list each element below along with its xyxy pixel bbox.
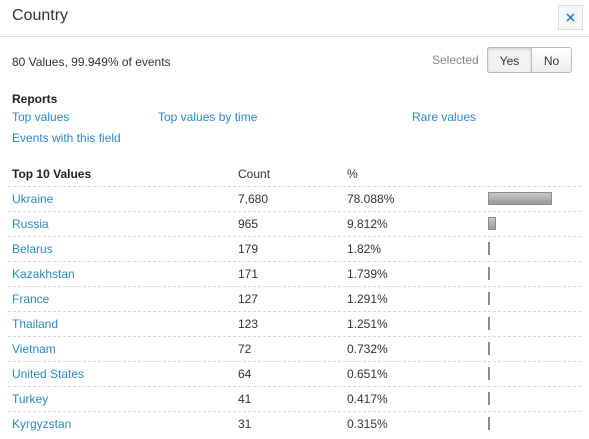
row-separator <box>8 236 581 237</box>
percent-bar <box>488 342 490 355</box>
column-header: % <box>347 167 358 181</box>
report-link[interactable]: Top values by time <box>158 110 258 124</box>
percent-bar <box>488 217 497 230</box>
count-cell: 965 <box>238 217 259 231</box>
count-cell: 72 <box>238 342 252 356</box>
count-cell: 31 <box>238 417 252 431</box>
row-separator <box>8 261 581 262</box>
row-separator <box>8 186 581 187</box>
field-value-link[interactable]: Russia <box>12 217 49 231</box>
count-cell: 179 <box>238 242 259 256</box>
percent-cell: 78.088% <box>347 192 395 206</box>
count-cell: 41 <box>238 392 252 406</box>
field-value-link[interactable]: Belarus <box>12 242 53 256</box>
divider <box>0 36 589 37</box>
field-value-link[interactable]: Thailand <box>12 317 59 331</box>
field-value-link[interactable]: Turkey <box>12 392 49 406</box>
percent-bar <box>488 267 490 280</box>
close-button[interactable] <box>558 5 583 30</box>
row-separator <box>8 411 581 412</box>
count-cell: 7,680 <box>238 192 269 206</box>
percent-bar <box>488 242 490 255</box>
count-cell: 64 <box>238 367 252 381</box>
report-link[interactable]: Top values <box>12 110 70 124</box>
field-value-link[interactable]: Ukraine <box>12 192 54 206</box>
row-separator <box>8 311 581 312</box>
report-link[interactable]: Rare values <box>412 110 477 124</box>
summary-text: 80 Values, 99.949% of events <box>12 55 171 69</box>
percent-cell: 9.812% <box>347 217 388 231</box>
count-cell: 127 <box>238 292 259 306</box>
percent-bar <box>488 392 490 405</box>
report-link[interactable]: Events with this field <box>12 131 121 145</box>
row-separator <box>8 211 581 212</box>
percent-bar <box>488 292 490 305</box>
no-button[interactable]: No <box>531 47 572 73</box>
percent-bar <box>488 317 490 330</box>
field-value-link[interactable]: Kyrgyzstan <box>12 417 72 431</box>
percent-cell: 0.315% <box>347 417 388 431</box>
percent-cell: 1.251% <box>347 317 388 331</box>
close-icon <box>566 13 575 22</box>
percent-bar <box>488 192 553 205</box>
field-value-link[interactable]: United States <box>12 367 85 381</box>
field-value-link[interactable]: Kazakhstan <box>12 267 75 281</box>
column-header: Top 10 Values <box>12 167 92 181</box>
percent-cell: 1.739% <box>347 267 388 281</box>
field-value-link[interactable]: Vietnam <box>12 342 56 356</box>
percent-cell: 0.732% <box>347 342 388 356</box>
row-separator <box>8 336 581 337</box>
field-value-link[interactable]: France <box>12 292 50 306</box>
selected-label: Selected <box>432 53 479 67</box>
percent-bar <box>488 367 490 380</box>
count-cell: 123 <box>238 317 259 331</box>
column-header: Count <box>238 167 271 181</box>
percent-cell: 0.417% <box>347 392 388 406</box>
percent-cell: 1.82% <box>347 242 382 256</box>
percent-cell: 1.291% <box>347 292 388 306</box>
row-separator <box>8 386 581 387</box>
percent-bar <box>488 417 490 430</box>
reports-heading: Reports <box>12 92 58 106</box>
row-separator <box>8 361 581 362</box>
panel-title: Country <box>12 7 69 24</box>
count-cell: 171 <box>238 267 259 281</box>
row-separator <box>8 286 581 287</box>
yes-button[interactable]: Yes <box>487 47 532 73</box>
percent-cell: 0.651% <box>347 367 388 381</box>
